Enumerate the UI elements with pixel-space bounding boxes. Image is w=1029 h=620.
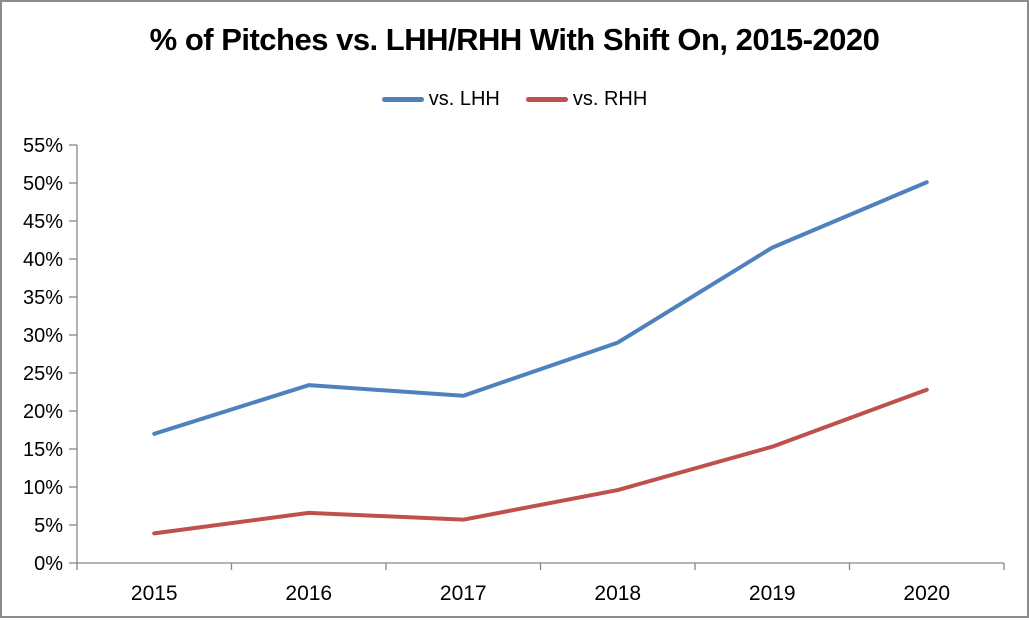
y-tick-label: 20% xyxy=(23,401,63,423)
y-tick-label: 25% xyxy=(23,363,63,385)
legend-item-lhh: vs. LHH xyxy=(381,87,500,111)
x-tick-label: 2017 xyxy=(440,582,487,605)
legend-label-lhh: vs. LHH xyxy=(428,87,500,110)
x-tick-label: 2018 xyxy=(594,582,641,605)
y-tick-label: 5% xyxy=(34,515,63,537)
series-line-lhh xyxy=(152,180,929,436)
x-tick-label: 2020 xyxy=(903,582,950,605)
legend-line-swatch-rhh xyxy=(525,96,568,102)
y-tick-label: 30% xyxy=(23,325,63,347)
y-tick-label: 55% xyxy=(23,135,63,157)
chart-title: % of Pitches vs. LHH/RHH With Shift On, … xyxy=(149,22,880,57)
y-tick-label: 45% xyxy=(23,211,63,233)
x-tick-label: 2019 xyxy=(749,582,796,605)
series-line-rhh xyxy=(152,387,929,536)
legend-label-rhh: vs. RHH xyxy=(572,87,648,110)
y-tick-label: 10% xyxy=(23,477,63,499)
y-tick-label: 50% xyxy=(23,173,63,195)
y-tick-label: 40% xyxy=(23,249,63,271)
y-tick-label: 15% xyxy=(23,439,63,461)
y-tick-label: 0% xyxy=(34,553,63,575)
y-tick-label: 35% xyxy=(23,287,63,309)
legend: vs. LHH vs. RHH xyxy=(2,84,1027,114)
legend-line-swatch-lhh xyxy=(381,96,424,102)
legend-item-rhh: vs. RHH xyxy=(525,87,648,111)
x-tick-label: 2015 xyxy=(131,582,178,605)
x-tick-label: 2016 xyxy=(285,582,332,605)
